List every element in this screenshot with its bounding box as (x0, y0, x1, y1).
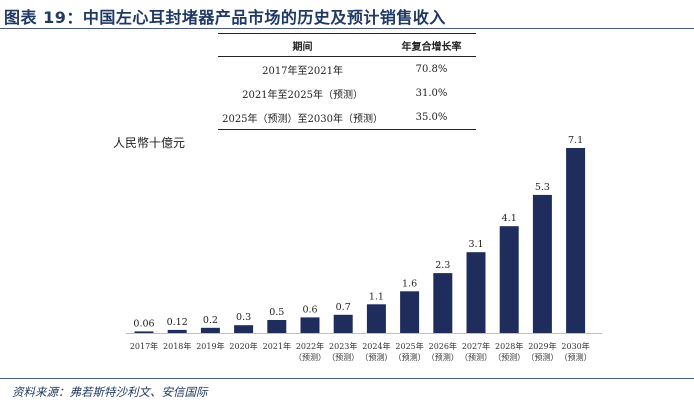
table-cell-period: 2017年至2021年 (262, 65, 343, 77)
table-cell-period: 2025年（预测）至2030年（预测） (218, 105, 388, 130)
x-tick-label-11: 2028年（预测） (493, 341, 525, 362)
data-label-3: 0.3 (236, 312, 251, 323)
bar-11 (499, 226, 519, 333)
x-tick-label-7: 2024年（预测） (360, 341, 392, 362)
table-cell-rate: 35.0% (387, 105, 476, 130)
y-axis-unit-label: 人民幣十億元 (113, 136, 186, 150)
bar-12 (532, 194, 552, 333)
bar-chart: 0.06 2017年 0.12 2018年 0.2 2019年 0.3 2020年 0.5 202… (126, 135, 602, 362)
x-tick-label-4: 2021年 (263, 341, 291, 351)
data-label-5: 0.6 (302, 304, 317, 315)
bar-4 (267, 320, 287, 333)
data-label-4: 0.5 (269, 307, 284, 318)
table-row: 2017年至2021年 70.8% (218, 57, 476, 82)
x-tick-label-5: 2022年（预测） (294, 341, 326, 362)
bar-8 (400, 291, 420, 333)
table-cell-period: 2021年至2025年（预测） (242, 89, 363, 101)
bar-9 (433, 273, 453, 333)
x-tick-label-8: 2025年（预测） (394, 341, 426, 362)
table-header-row: 期间 年复合增长率 (218, 33, 476, 57)
data-label-7: 1.1 (369, 291, 384, 302)
bar-2 (200, 327, 220, 333)
x-tick-label-3: 2020年 (229, 341, 257, 351)
data-label-1: 0.12 (167, 317, 188, 328)
bar-13 (566, 148, 586, 333)
cagr-table: 期间 年复合增长率 2017年至2021年 70.8% 2021年至2025年（… (218, 33, 476, 130)
x-tick-label-10: 2027年（预测） (460, 341, 492, 362)
table-row: 2025年（预测）至2030年（预测） 35.0% (218, 105, 476, 130)
bar-1 (167, 329, 187, 333)
bar-0 (134, 331, 154, 333)
title-divider (0, 28, 694, 29)
data-label-13: 7.1 (568, 135, 583, 146)
x-tick-label-12: 2029年（预测） (526, 341, 558, 362)
x-tick-label-2: 2019年 (196, 341, 224, 351)
data-label-0: 0.06 (133, 318, 154, 329)
chart-title: 图表 19：中国左心耳封堵器产品市场的历史及预计销售收入 (4, 8, 446, 27)
bar-10 (466, 252, 486, 333)
table-header-rate: 年复合增长率 (387, 33, 476, 57)
data-label-12: 5.3 (535, 182, 550, 193)
data-label-10: 3.1 (468, 239, 483, 250)
bar-6 (333, 314, 353, 333)
table-header-period: 期间 (218, 33, 388, 57)
table-cell-rate: 31.0% (415, 87, 448, 99)
data-label-6: 0.7 (336, 302, 351, 313)
data-label-11: 4.1 (502, 213, 517, 224)
source-note: 资料来源：弗若斯特沙利文、安信国际 (12, 385, 208, 399)
x-tick-label-6: 2023年（预测） (327, 341, 359, 362)
data-label-2: 0.2 (203, 315, 218, 326)
bar-7 (366, 304, 386, 333)
table-row: 2021年至2025年（预测） 31.0% (218, 81, 476, 105)
table-cell-rate: 70.8% (415, 63, 448, 75)
x-tick-label-0: 2017年 (130, 341, 158, 351)
x-tick-label-9: 2026年（预测） (427, 341, 459, 362)
data-label-9: 2.3 (435, 260, 450, 271)
bar-5 (300, 317, 320, 333)
footer-divider (0, 378, 694, 379)
x-tick-label-13: 2030年（预测） (560, 341, 592, 362)
x-tick-label-1: 2018年 (163, 341, 191, 351)
data-label-8: 1.6 (402, 278, 417, 289)
bar-3 (234, 325, 254, 333)
